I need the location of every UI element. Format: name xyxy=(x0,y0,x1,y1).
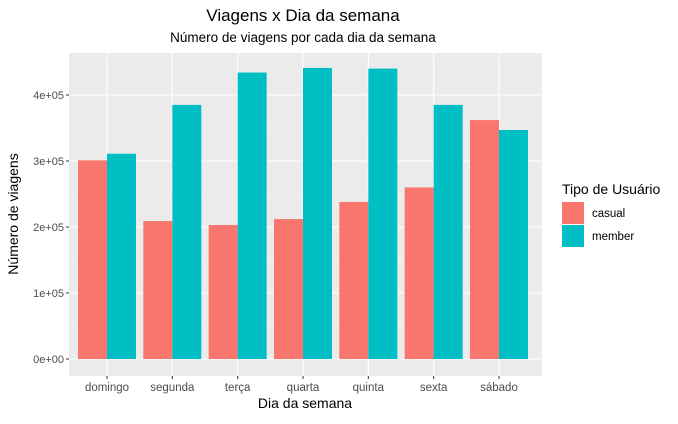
chart-subtitle: Número de viagens por cada dia da semana xyxy=(170,30,436,45)
bar-member xyxy=(237,72,267,359)
bar-casual xyxy=(143,221,173,359)
legend: Tipo de Usuário casual member xyxy=(562,181,661,247)
x-tick-label: segunda xyxy=(150,382,195,394)
legend-key-member xyxy=(562,225,584,247)
bar-member xyxy=(498,129,528,359)
legend-title: Tipo de Usuário xyxy=(562,181,661,197)
x-axis: domingo segunda terça quarta quinta sexta sába… xyxy=(85,376,518,394)
y-tick-label: 0e+00 xyxy=(33,354,64,366)
y-axis: 0e+00 1e+05 2e+05 3e+05 4e+05 xyxy=(33,90,69,366)
bar-member xyxy=(368,68,398,359)
legend-key-casual xyxy=(562,202,584,224)
bar-casual xyxy=(404,187,434,359)
bar-casual xyxy=(208,225,238,359)
bar-member xyxy=(302,67,332,359)
y-tick-label: 3e+05 xyxy=(33,156,64,168)
y-tick-label: 2e+05 xyxy=(33,222,64,234)
x-tick-label: sábado xyxy=(480,382,518,394)
bar-member xyxy=(172,104,202,360)
x-tick-label: sexta xyxy=(420,382,448,394)
bar-casual xyxy=(273,219,303,359)
x-tick-label: quinta xyxy=(353,382,385,394)
x-tick-label: terça xyxy=(225,382,251,394)
chart-title: Viagens x Dia da semana xyxy=(206,6,400,25)
bar-member xyxy=(433,104,463,360)
legend-label-casual: casual xyxy=(592,208,625,220)
x-tick-label: domingo xyxy=(85,382,129,394)
legend-label-member: member xyxy=(592,231,634,243)
y-tick-label: 1e+05 xyxy=(33,288,64,300)
x-tick-label: quarta xyxy=(287,382,320,394)
bars xyxy=(78,67,528,360)
y-axis-label: Número de viagens xyxy=(5,153,21,274)
bar-casual xyxy=(78,160,107,359)
x-axis-label: Dia da semana xyxy=(258,395,352,411)
y-tick-label: 4e+05 xyxy=(33,90,64,102)
bar-member xyxy=(107,153,136,359)
bar-casual xyxy=(469,120,499,359)
bar-casual xyxy=(339,201,369,359)
